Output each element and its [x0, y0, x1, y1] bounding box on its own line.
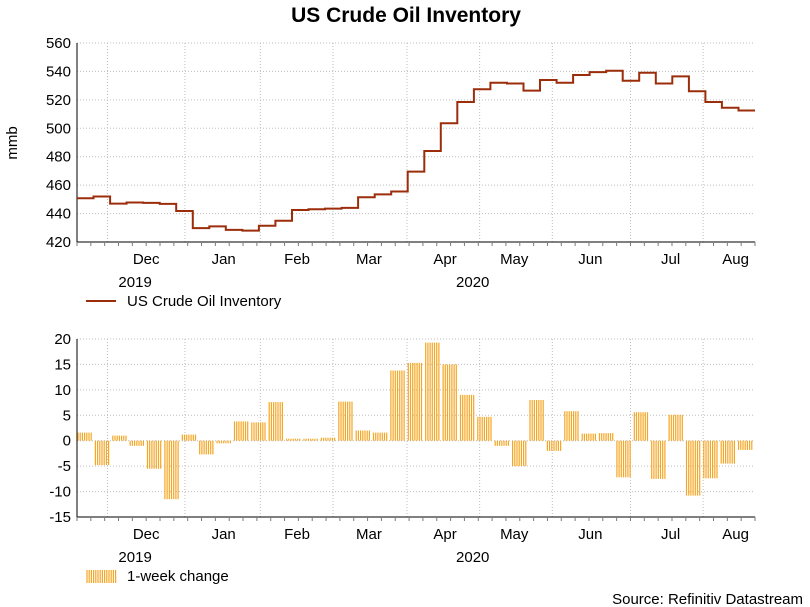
change-bar	[390, 370, 405, 441]
change-bar	[494, 440, 509, 446]
inventory-month-label: Aug	[722, 251, 749, 268]
change-month-label: Apr	[433, 526, 456, 543]
change-bar	[181, 434, 197, 441]
inventory-month-label: Dec	[133, 251, 160, 268]
inventory-month-label: Jun	[578, 251, 602, 268]
change-bar	[651, 440, 666, 479]
change-bar	[529, 400, 544, 441]
change-bar	[616, 440, 631, 478]
inventory-month-label: Feb	[284, 251, 310, 268]
change-bar	[77, 432, 92, 441]
change-bar	[459, 394, 475, 441]
inventory-month-label: Mar	[356, 251, 382, 268]
change-bar	[407, 362, 423, 441]
change-month-label: Dec	[133, 526, 160, 543]
inventory-month-label: Apr	[433, 251, 456, 268]
change-month-label: Mar	[356, 526, 382, 543]
change-bar	[216, 440, 231, 444]
change-bar	[112, 435, 127, 441]
change-month-label: Aug	[722, 526, 749, 543]
change-bar	[442, 364, 457, 441]
change-month-label: Jan	[212, 526, 236, 543]
inventory-y-tick-label: 480	[46, 149, 71, 166]
change-year-label: 2019	[118, 549, 151, 566]
change-plot: -15 -10 -5 0 5 10 15 20 Dec Jan Feb Mar Apr May Jun Jul…	[49, 331, 756, 566]
change-bar	[477, 416, 492, 441]
inventory-month-label: Jan	[212, 251, 236, 268]
change-bar	[338, 401, 353, 441]
change-y-tick-label: -5	[58, 458, 71, 475]
change-bar	[164, 440, 179, 500]
inventory-month-label: May	[500, 251, 529, 268]
change-month-label: Jul	[661, 526, 680, 543]
change-legend-label: 1-week change	[127, 568, 229, 585]
inventory-y-tick-label: 440	[46, 206, 71, 223]
inventory-y-tick-label: 520	[46, 92, 71, 109]
inventory-month-label: Jul	[661, 251, 680, 268]
change-bar	[511, 440, 527, 467]
chart-title: US Crude Oil Inventory	[291, 4, 521, 27]
change-y-tick-label: 0	[63, 433, 71, 450]
change-bar	[720, 440, 736, 464]
change-bar	[251, 422, 266, 441]
change-bar	[546, 440, 562, 451]
change-bar	[129, 440, 144, 446]
change-y-tick-label: -10	[49, 484, 71, 501]
inventory-y-tick-label: 420	[46, 234, 71, 251]
change-bar	[703, 440, 718, 479]
inventory-series-line	[77, 69, 755, 232]
change-y-tick-label: 10	[54, 382, 71, 399]
change-month-label: Jun	[578, 526, 602, 543]
inventory-y-tick-label: 540	[46, 63, 71, 80]
change-bar	[303, 438, 318, 441]
inventory-legend: US Crude Oil Inventory	[86, 293, 282, 310]
change-bar	[199, 440, 214, 455]
change-y-tick-label: -15	[49, 509, 71, 526]
change-bar	[372, 432, 388, 441]
change-month-label: Feb	[284, 526, 310, 543]
change-bar	[633, 412, 649, 441]
change-month-label: May	[500, 526, 529, 543]
change-bar	[668, 414, 683, 441]
change-legend-swatch	[86, 570, 117, 583]
change-bar	[737, 440, 753, 450]
change-bar	[94, 440, 110, 466]
change-bar	[286, 438, 301, 441]
change-bar	[233, 421, 249, 441]
change-y-tick-label: 15	[54, 356, 71, 373]
change-y-tick-label: 20	[54, 331, 71, 348]
inventory-year-label: 2019	[118, 274, 151, 291]
change-bar	[564, 411, 579, 441]
change-y-tick-label: 5	[63, 407, 71, 424]
inventory-y-tick-label: 460	[46, 177, 71, 194]
change-bar	[146, 440, 162, 469]
inventory-year-label: 2020	[456, 274, 489, 291]
inventory-plot: 420 440 460 480 500 520 540 560 Dec Jan Feb Mar Apr M…	[4, 35, 756, 291]
change-bar	[581, 433, 597, 441]
inventory-y-axis-label: mmb	[4, 126, 21, 159]
change-bar	[685, 440, 701, 496]
change-year-label: 2020	[456, 549, 489, 566]
change-bar	[268, 402, 283, 441]
inventory-y-tick-label: 560	[46, 35, 71, 52]
change-bar	[598, 433, 614, 441]
inventory-legend-label: US Crude Oil Inventory	[127, 293, 282, 310]
inventory-y-tick-label: 500	[46, 120, 71, 137]
change-bar	[320, 437, 336, 441]
source-note: Source: Refinitiv Datastream	[612, 591, 803, 607]
change-legend: 1-week change	[86, 568, 229, 585]
change-bar	[425, 342, 440, 441]
change-bar	[355, 430, 370, 441]
